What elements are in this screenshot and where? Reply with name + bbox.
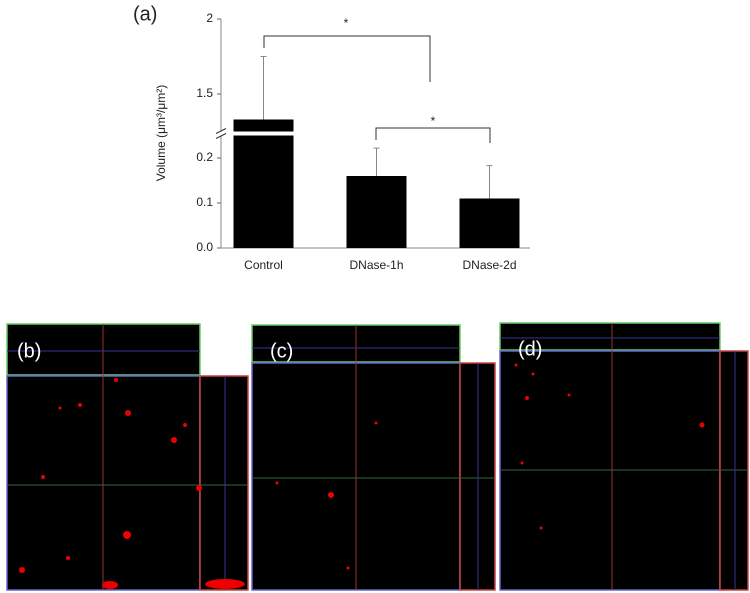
axis-break-mark — [215, 128, 227, 134]
x-tick-label: Control — [244, 258, 283, 272]
axis-break-mark — [215, 133, 227, 139]
bar — [346, 176, 407, 248]
panel-label: (b) — [17, 340, 41, 362]
panel-label: (d) — [518, 338, 542, 360]
sig-bracket — [263, 35, 431, 82]
micrograph-c — [251, 324, 496, 591]
y-tick-label: 0.1 — [196, 195, 213, 209]
micrograph-b — [6, 323, 249, 591]
y-tick-label: 2 — [206, 11, 213, 25]
y-tick-label: 0.2 — [196, 150, 213, 164]
y-tick-label: 1.5 — [196, 86, 213, 100]
x-tick-label: DNase-1h — [349, 258, 403, 272]
panel-label: (a) — [133, 3, 157, 25]
sig-star: * — [431, 114, 436, 128]
micrograph-d — [499, 322, 749, 591]
bar — [459, 198, 520, 248]
bar-break — [232, 131, 295, 136]
panel-label: (c) — [270, 340, 293, 362]
sig-bracket — [375, 127, 491, 143]
axis-break — [215, 131, 227, 136]
y-tick-label: 0.0 — [196, 240, 213, 254]
x-tick-label: DNase-2d — [462, 258, 516, 272]
y-axis-label: Volume (μm³/μm²) — [154, 85, 168, 182]
bar — [233, 119, 294, 248]
sig-star: * — [344, 16, 349, 30]
